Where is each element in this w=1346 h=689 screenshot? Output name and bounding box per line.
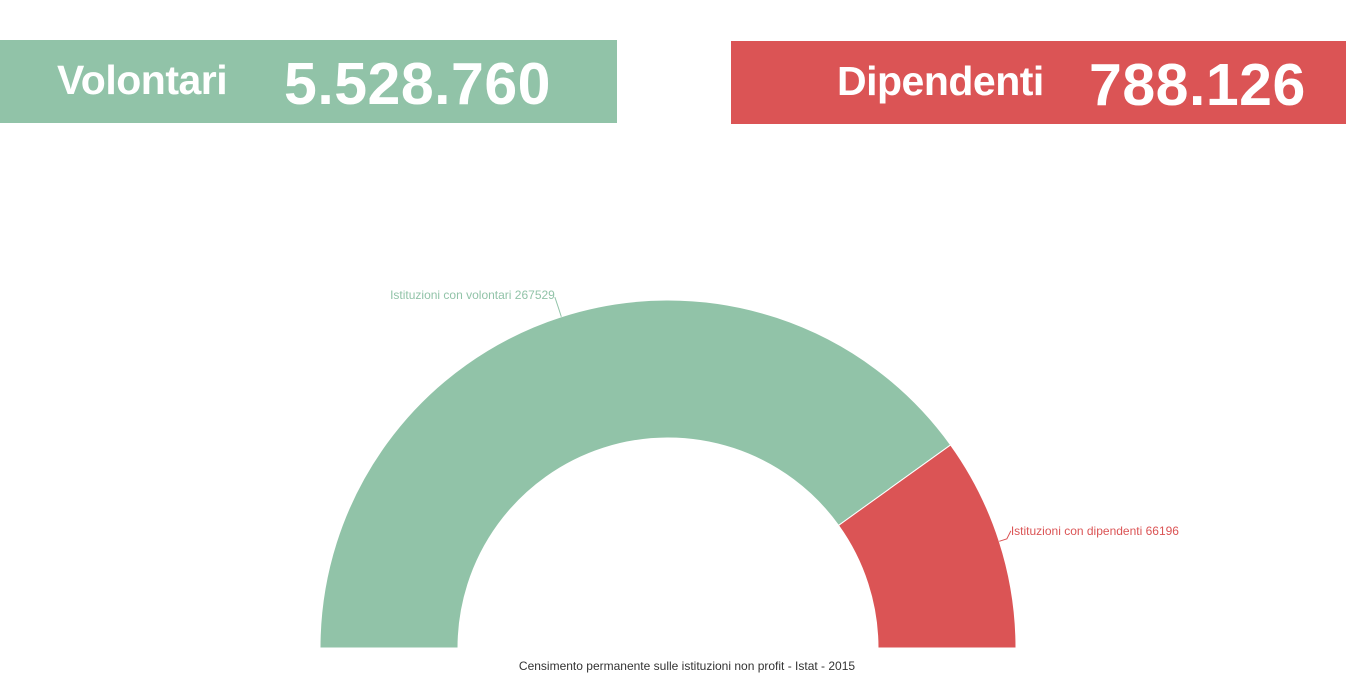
slice-volontari <box>319 299 952 649</box>
kpi-volontari: Volontari 5.528.760 <box>0 40 617 123</box>
kpi-dipendenti-value: 788.126 <box>1089 52 1306 118</box>
chart-slices <box>319 299 1017 649</box>
chart-caption: Censimento permanente sulle istituzioni … <box>519 659 856 673</box>
leader-line-volontari <box>554 296 562 317</box>
slice-label-volontari: Istituzioni con volontari 267529 <box>390 288 555 302</box>
kpi-volontari-label: Volontari <box>57 57 228 103</box>
slice-label-dipendenti: Istituzioni con dipendenti 66196 <box>1011 524 1179 538</box>
kpi-volontari-value: 5.528.760 <box>284 51 551 117</box>
kpi-dipendenti-label: Dipendenti <box>837 58 1044 104</box>
slice-dipendenti <box>837 444 1017 649</box>
kpi-dipendenti: Dipendenti 788.126 <box>731 41 1346 124</box>
chart-labels: Istituzioni con volontari 267529 Istituzi… <box>390 288 1179 542</box>
leader-line-dipendenti <box>999 530 1012 542</box>
